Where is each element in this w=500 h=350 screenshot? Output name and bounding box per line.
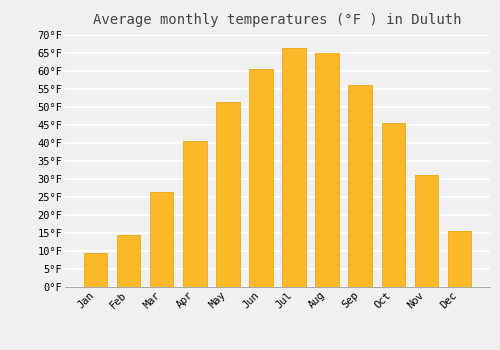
Bar (282, 48, 306, 287)
Bar (382, 123, 404, 287)
Bar (84, 253, 108, 287)
Bar (250, 69, 272, 287)
Bar (184, 141, 206, 287)
Bar (316, 53, 338, 287)
Title: Average monthly temperatures (°F ) in Duluth: Average monthly temperatures (°F ) in Du… (93, 13, 462, 27)
Bar (414, 175, 438, 287)
Bar (216, 102, 240, 287)
Bar (150, 191, 174, 287)
Bar (118, 235, 141, 287)
Bar (448, 231, 470, 287)
Bar (348, 85, 372, 287)
